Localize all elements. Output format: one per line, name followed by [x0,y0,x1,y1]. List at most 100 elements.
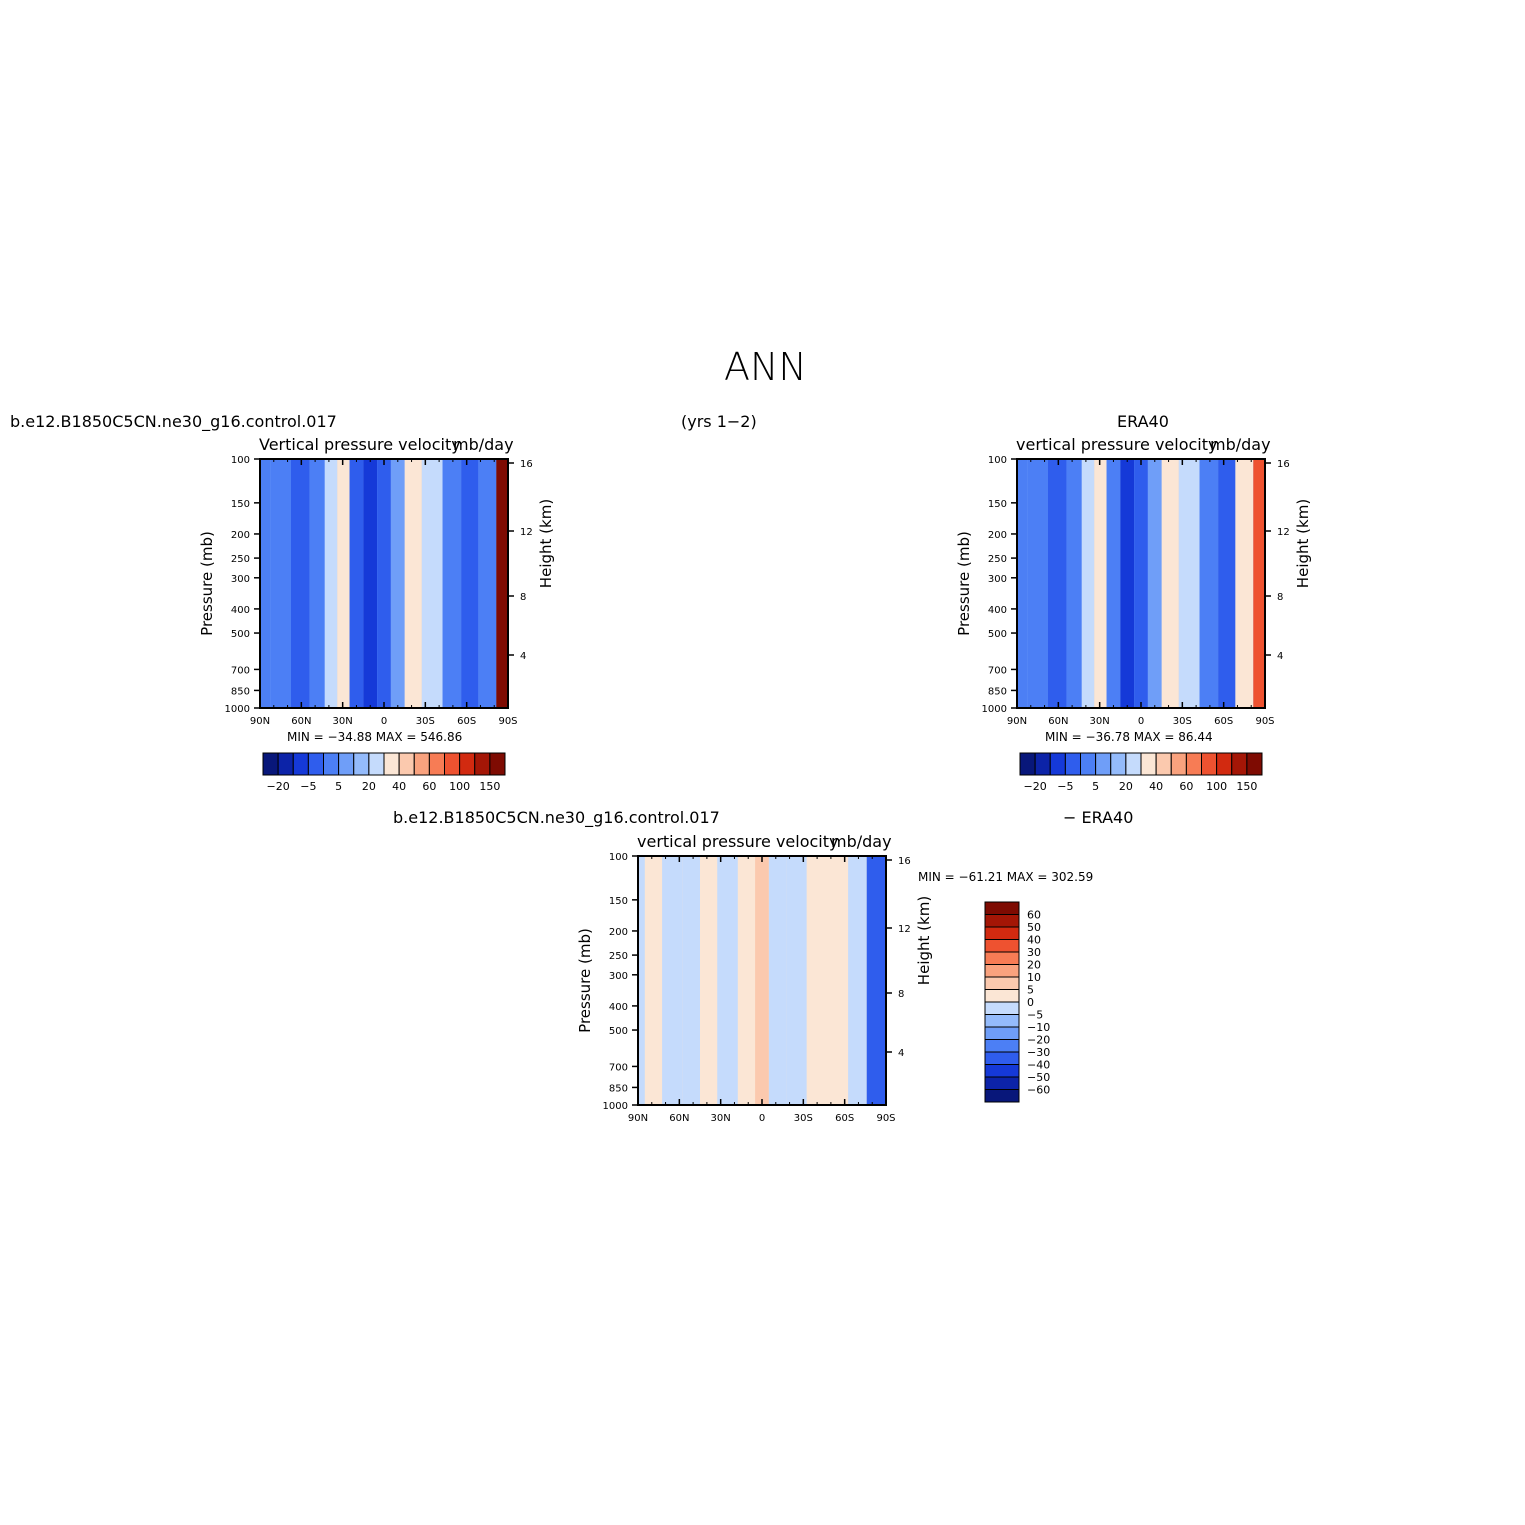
diff-minmax: MIN = −61.21 MAX = 302.59 [918,870,1094,884]
model-colorbar-label: 150 [479,780,500,793]
model-y2-tick-label: 8 [520,592,526,603]
model-band [377,459,391,708]
model-colorbar-swatch [474,752,491,776]
model-minmax: MIN = −34.88 MAX = 546.86 [287,730,463,744]
obs-case-name: ERA40 [1117,412,1169,431]
model-band [496,459,508,708]
diff-colorbar-label: 60 [1027,909,1041,922]
diff-band [737,856,756,1105]
model-colorbar-label: −20 [267,780,290,793]
diff-band [682,856,700,1105]
obs-x-tick-label: 30S [1173,716,1192,727]
diff-colorbar-label: 50 [1027,921,1041,934]
obs-y2-tick-label: 16 [1277,459,1290,470]
obs-band [1178,459,1200,708]
model-y-tick-label: 200 [231,530,250,541]
model-units-label: mb/day [453,435,514,454]
model-x-tick-label: 0 [381,716,387,727]
diff-y-tick-label: 850 [609,1083,628,1094]
model-colorbar-swatch [338,752,355,776]
diff-colorbar-label: −30 [1027,1046,1050,1059]
diff-variable-label: vertical pressure velocity [637,832,839,851]
model-colorbar-swatch [383,752,400,776]
model-band [421,459,443,708]
model-colorbar-swatch [413,752,430,776]
obs-x-tick-label: 90N [1007,716,1027,727]
diff-colorbar-label: −5 [1027,1009,1043,1022]
model-band [478,459,497,708]
model-y2-tick-label: 4 [520,651,526,662]
diff-band [700,856,718,1105]
obs-units-label: mb/day [1210,435,1271,454]
diff-x-tick-label: 0 [759,1113,765,1124]
obs-colorbar-label: 150 [1236,780,1257,793]
model-y2-tick-label: 16 [520,459,533,470]
obs-band [1120,459,1135,708]
obs-band [1235,459,1254,708]
obs-y-tick-label: 500 [988,629,1007,640]
model-band [442,459,462,708]
model-band [291,459,310,708]
obs-y-tick-label: 300 [988,574,1007,585]
model-band [390,459,405,708]
obs-colorbar-swatch [1246,752,1263,776]
diff-band [866,856,886,1105]
diff-colorbar-swatch [984,1076,1020,1090]
model-x-tick-label: 30N [333,716,353,727]
obs-colorbar-label: 20 [1119,780,1133,793]
diff-colorbar-label: −20 [1027,1034,1050,1047]
model-band [270,459,291,708]
model-band [260,459,271,708]
obs-band [1253,459,1265,708]
obs-y2-tick-label: 8 [1277,592,1283,603]
obs-band [1048,459,1067,708]
obs-x-tick-label: 60S [1214,716,1233,727]
obs-band [1161,459,1179,708]
model-band [324,459,338,708]
obs-colorbar-swatch [1064,752,1081,776]
obs-x-tick-label: 30N [1090,716,1110,727]
obs-y-tick-label: 150 [988,499,1007,510]
model-band [337,459,350,708]
diff-band [717,856,738,1105]
diff-y2-tick-label: 16 [898,856,911,867]
obs-colorbar-label: 100 [1206,780,1227,793]
obs-band [1134,459,1148,708]
diff-y-tick-label: 400 [609,1002,628,1013]
model-y-tick-label: 1000 [225,704,250,715]
obs-colorbar-swatch [1231,752,1248,776]
obs-y-tick-label: 200 [988,530,1007,541]
diff-y2-axis-label: Height (km) [915,896,933,985]
diff-colorbar-label: 40 [1027,934,1041,947]
model-x-tick-label: 60S [457,716,476,727]
model-colorbar-swatch [353,752,370,776]
diff-y-tick-label: 1000 [603,1101,628,1112]
obs-band [1081,459,1095,708]
model-colorbar-swatch [428,752,445,776]
obs-colorbar-swatch [1216,752,1233,776]
obs-colorbar-swatch [1125,752,1142,776]
diff-colorbar-swatch [984,1051,1020,1065]
model-y2-tick-label: 12 [520,527,533,538]
diff-y-tick-label: 300 [609,971,628,982]
diff-colorbar-label: 10 [1027,971,1041,984]
obs-y2-axis-label: Height (km) [1294,499,1312,588]
obs-colorbar-swatch [1110,752,1127,776]
diff-y-tick-label: 250 [609,951,628,962]
diff-band [768,856,787,1105]
diff-colorbar-swatch [984,1064,1020,1078]
model-x-tick-label: 30S [416,716,435,727]
obs-colorbar-label: 5 [1092,780,1099,793]
model-y-tick-label: 300 [231,574,250,585]
diff-colorbar-label: 5 [1027,984,1034,997]
model-y-tick-label: 100 [231,455,250,466]
figure-title: ANN [724,345,807,389]
model-colorbar-label: 100 [449,780,470,793]
model-y-tick-label: 150 [231,499,250,510]
obs-band [1017,459,1028,708]
obs-x-tick-label: 60N [1048,716,1068,727]
diff-colorbar-label: −50 [1027,1071,1050,1084]
obs-band [1094,459,1107,708]
diff-y-tick-label: 100 [609,852,628,863]
